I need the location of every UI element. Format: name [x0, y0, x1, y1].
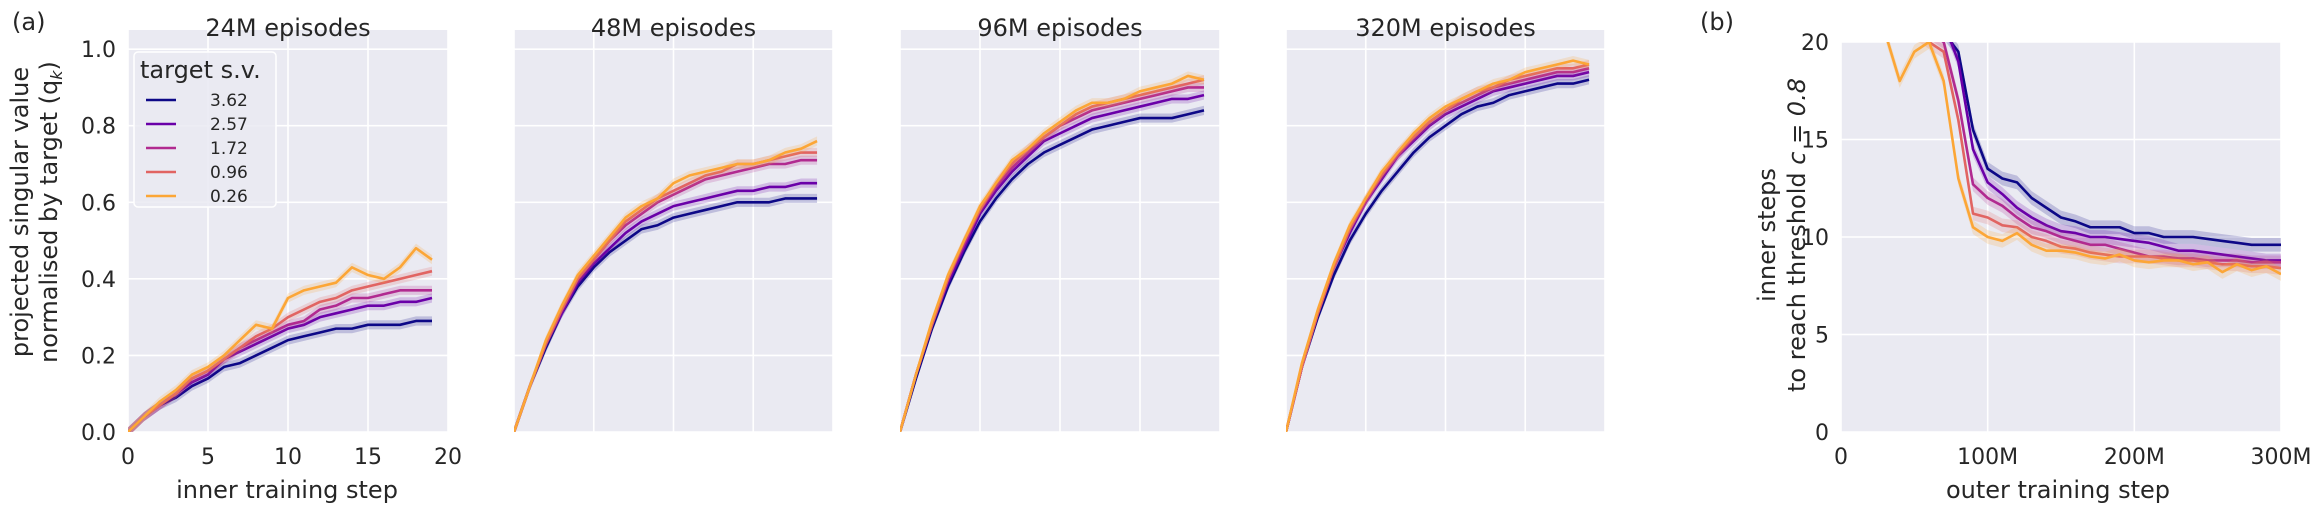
x-tick-label: 300M — [2251, 445, 2312, 470]
series-band-3.62 — [128, 316, 432, 432]
y-axis-label-b-line2: to reach threshold c = 0.8 — [1783, 78, 1811, 392]
charts-layer: 0 5 10 15 20 0.0 0.2 0.4 0.6 0.8 1.0 24M episodes 48… — [81, 14, 2312, 470]
series-line-3.62 — [1286, 78, 1590, 432]
x-axis-label-a: inner training step — [176, 476, 398, 504]
y-tick-label: 0.8 — [81, 115, 116, 140]
series-line-3.62 — [128, 319, 432, 432]
series-group — [128, 243, 433, 432]
y-tick-label: 15 — [1801, 129, 1829, 154]
subplot-5: 0 100M 200M 300M 0 5 10 15 20 — [1801, 31, 2312, 470]
series-line-0.96 — [1286, 63, 1590, 432]
y-tick-label: 10 — [1801, 226, 1829, 251]
series-band-0.26 — [900, 71, 1204, 432]
subplot-title: 48M episodes — [591, 14, 756, 42]
y-tick-label: 5 — [1815, 324, 1829, 349]
y-tick-label: 0.0 — [81, 421, 116, 446]
x-tick-label: 15 — [354, 445, 382, 470]
series-group — [1885, 42, 2281, 281]
legend-box — [133, 51, 277, 208]
x-tick-label: 0 — [1834, 445, 1848, 470]
legend-title: target s.v. — [140, 56, 261, 84]
legend: target s.v. 3.62 2.57 1.72 0.96 0.26 — [133, 51, 277, 208]
y-axis-label-b-text: to reach threshold — [1783, 165, 1811, 392]
subplot-2: 48M episodes — [513, 14, 834, 433]
x-tick-label: 200M — [2104, 445, 2165, 470]
legend-label-3.62: 3.62 — [210, 91, 248, 111]
x-tick-label: 0 — [121, 445, 135, 470]
series-group — [1286, 56, 1590, 432]
series-line-1.72 — [1941, 42, 2281, 264]
legend-label-0.26: 0.26 — [210, 187, 248, 207]
series-line-0.96 — [900, 78, 1205, 432]
y-tick-label: 1.0 — [81, 38, 116, 63]
subplot-title: 96M episodes — [977, 14, 1142, 42]
y-tick-label: 0.4 — [81, 268, 116, 293]
panel-label-b: (b) — [1700, 8, 1734, 36]
subplot-title: 24M episodes — [205, 14, 370, 42]
y-tick-label: 0.2 — [81, 344, 116, 369]
series-line-0.26 — [1286, 59, 1590, 432]
y-axis-label-a-sub: k — [47, 70, 66, 80]
x-tick-label: 100M — [1957, 445, 2018, 470]
legend-label-0.96: 0.96 — [210, 163, 248, 183]
x-axis-label-b: outer training step — [1946, 476, 2170, 504]
y-axis-label-a-line1: projected singular value — [6, 67, 34, 357]
series-line-2.57 — [1949, 42, 2281, 262]
series-line-0.26 — [128, 246, 433, 432]
subplot-3: 96M episodes — [899, 14, 1221, 433]
y-tick-label: 0 — [1815, 421, 1829, 446]
series-band-0.26 — [128, 243, 432, 432]
series-line-2.57 — [900, 93, 1205, 432]
series-line-3.62 — [1949, 42, 2281, 247]
series-group — [900, 71, 1205, 432]
y-axis-label-b-line1: inner steps — [1753, 168, 1781, 302]
y-axis-label-b-math: c = 0.8 — [1783, 78, 1811, 165]
y-tick-label: 0.6 — [81, 191, 116, 216]
series-group — [514, 136, 818, 432]
series-line-0.96 — [128, 269, 433, 432]
series-line-3.62 — [900, 109, 1205, 432]
x-tick-label: 20 — [434, 445, 462, 470]
x-tick-label: 5 — [201, 445, 215, 470]
series-line-0.26 — [1886, 42, 2281, 276]
series-line-0.26 — [900, 74, 1205, 432]
subplot-4: 320M episodes — [1285, 14, 1606, 433]
series-line-0.26 — [514, 139, 818, 432]
y-axis-label-a-text: normalised by target (q — [35, 80, 63, 363]
y-axis-label-a-close: ) — [35, 61, 63, 70]
y-tick-label: 20 — [1801, 31, 1829, 56]
series-band-3.62 — [1945, 42, 2281, 252]
legend-items: 3.62 2.57 1.72 0.96 0.26 — [146, 91, 248, 207]
series-band-2.57 — [1948, 42, 2281, 268]
series-band-0.26 — [514, 136, 818, 432]
series-line-2.57 — [514, 181, 818, 432]
panel-label-a: (a) — [12, 8, 45, 36]
x-tick-label: 10 — [274, 445, 302, 470]
y-axis-label-a-line2: normalised by target (qk) — [35, 61, 66, 363]
subplot-title: 320M episodes — [1355, 14, 1536, 42]
series-line-0.96 — [1926, 42, 2281, 270]
legend-label-1.72: 1.72 — [210, 139, 248, 159]
legend-label-2.57: 2.57 — [210, 115, 248, 135]
